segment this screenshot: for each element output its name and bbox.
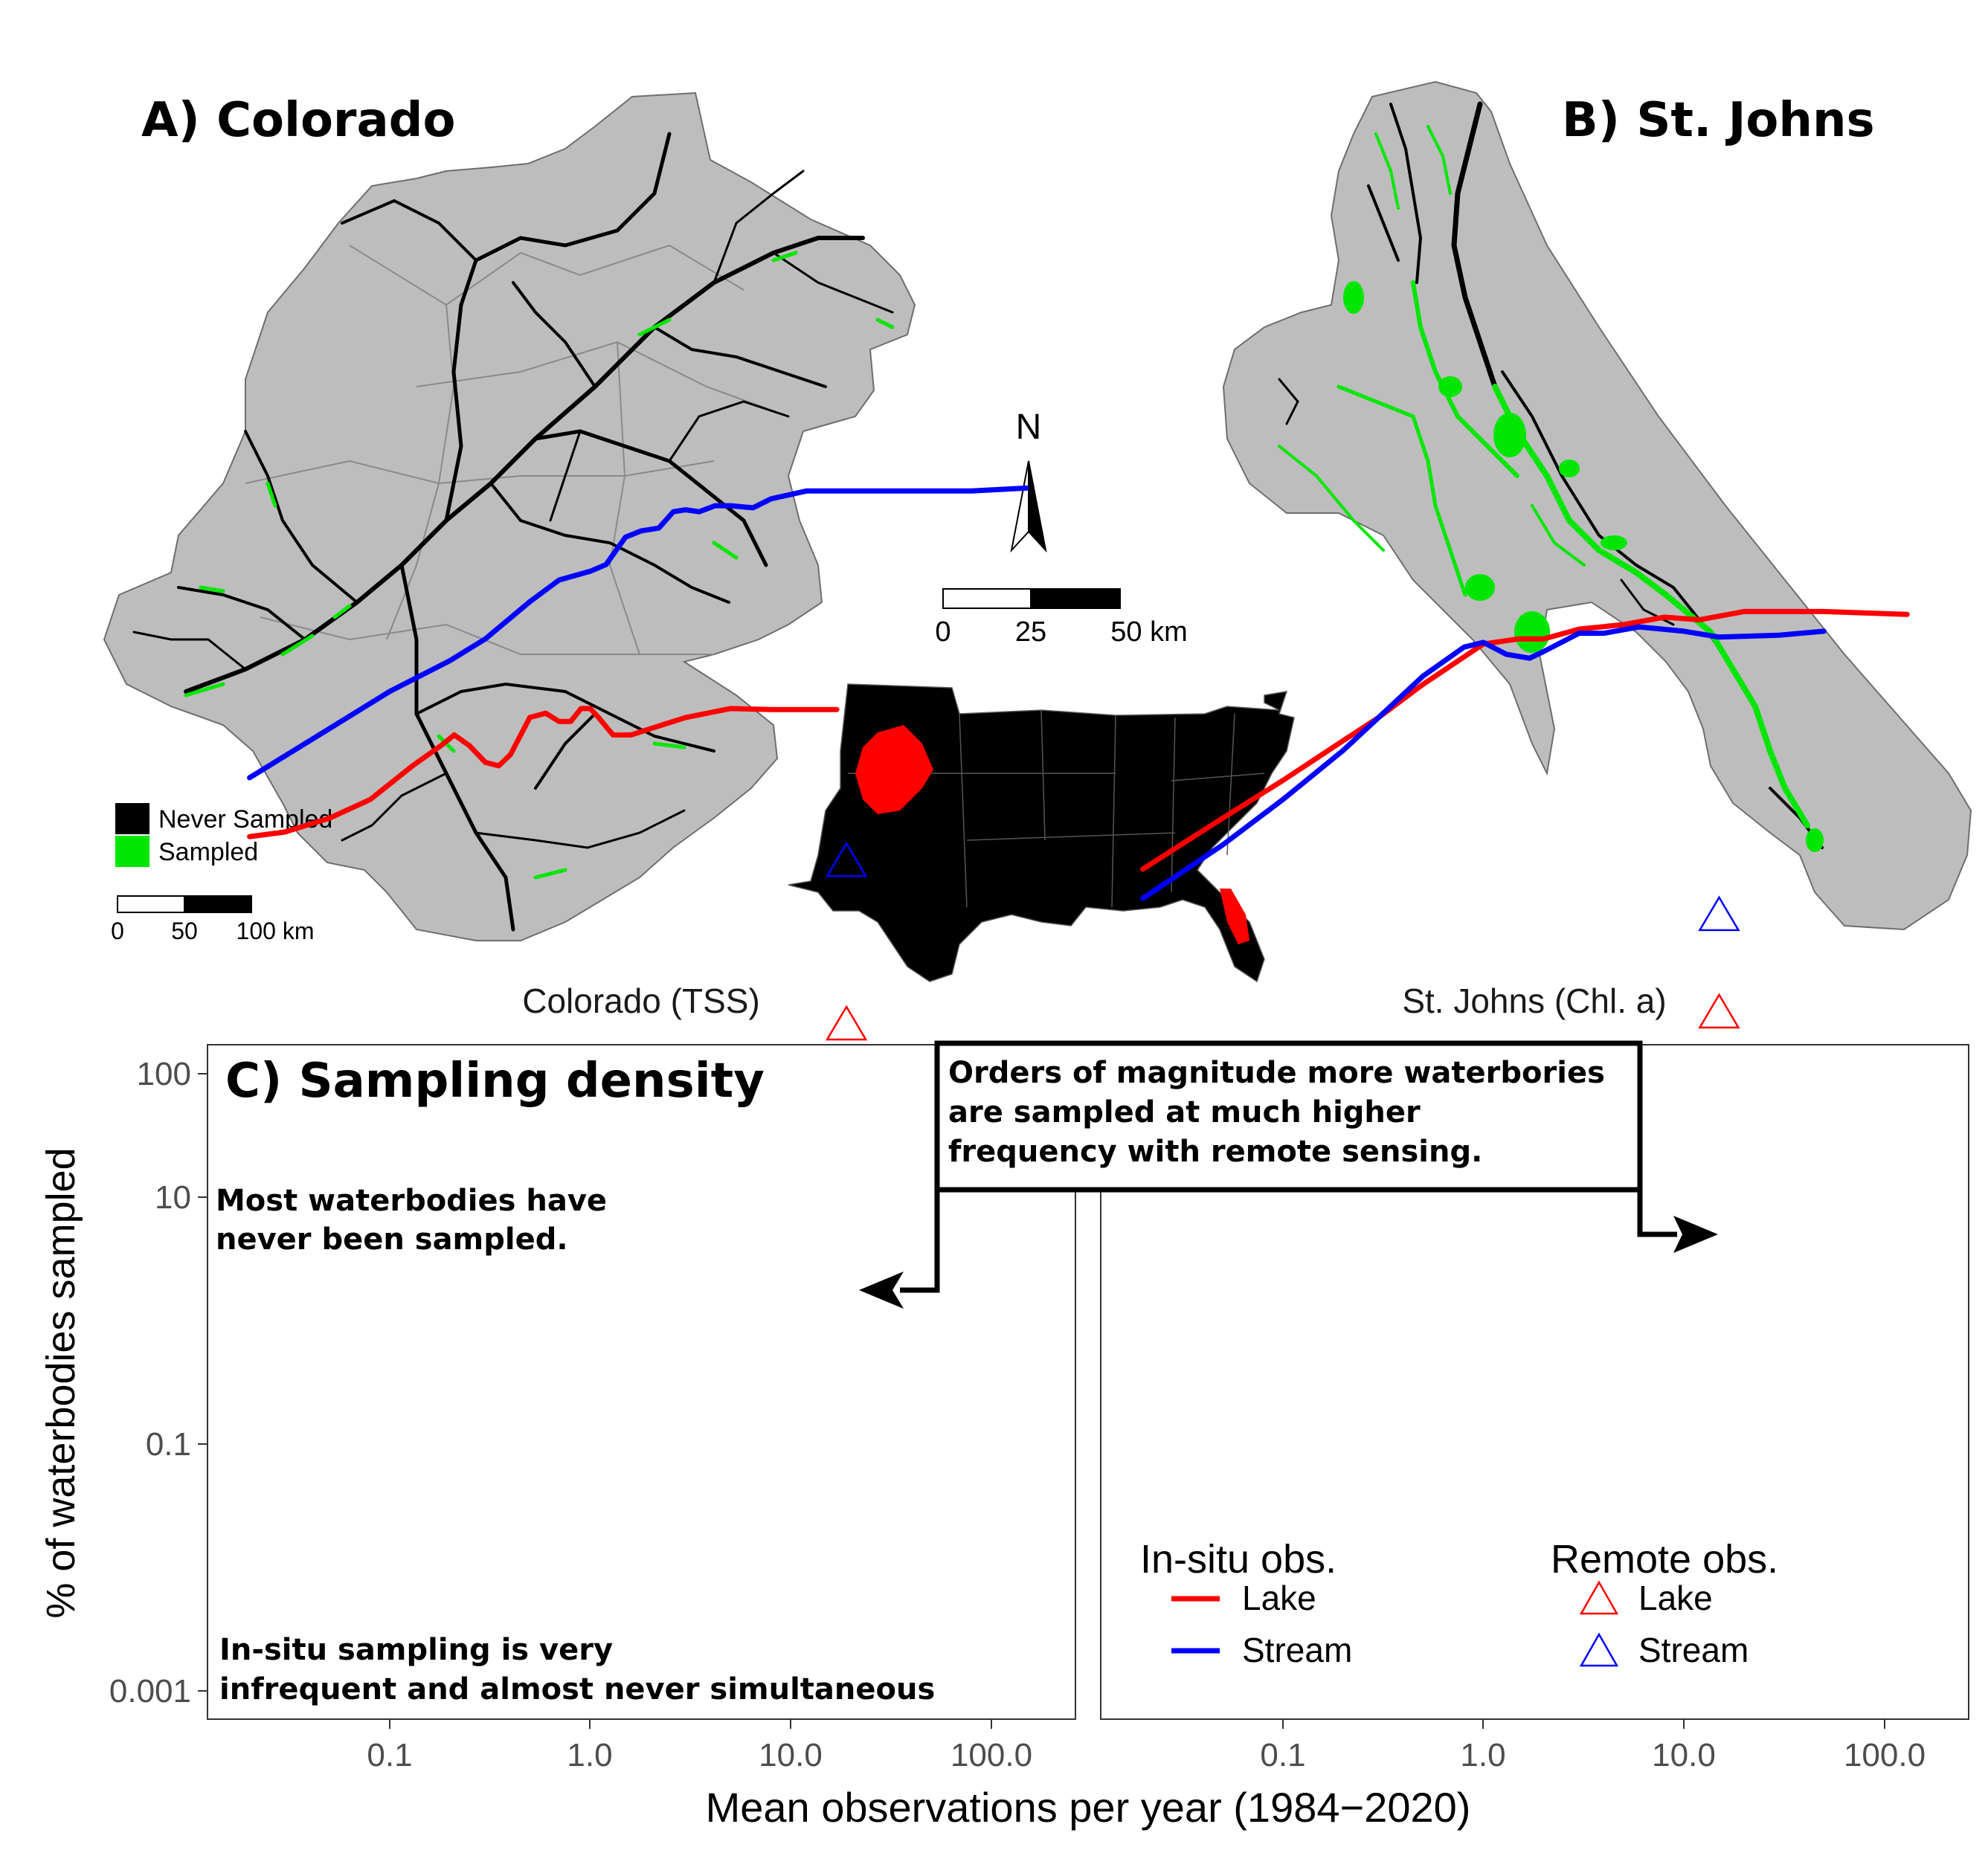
us-locator-map	[788, 683, 1295, 983]
legend-remote-title: Remote obs.	[1551, 1537, 1778, 1582]
y-tick-label-0.1: 0.1	[146, 1426, 191, 1463]
chart-legend: In-situ obs. Lake Stream Remote obs. Lak…	[1140, 1537, 1778, 1669]
facet-st-johns-marks	[1140, 608, 1910, 1029]
facet-label-st-johns: St. Johns (Chl. a)	[1402, 982, 1666, 1020]
center-scale-label-0: 0	[935, 616, 950, 648]
north-arrow: N	[1010, 407, 1047, 553]
colorado-never-sampled-network	[132, 132, 894, 932]
st-johns-stream-remote-triangle	[1698, 895, 1740, 932]
legend-insitu-lake-label: Lake	[1242, 1579, 1316, 1617]
callout-line-2: are sampled at much higher	[948, 1095, 1421, 1129]
colorado-legend: Never Sampled Sampled	[115, 803, 332, 867]
legend-insitu-title: In-situ obs.	[1140, 1537, 1336, 1582]
callout-arrow-right	[1637, 1190, 1677, 1237]
note-insitu-line-1: In-situ sampling is very	[219, 1633, 613, 1667]
legend-remote-lake-label: Lake	[1638, 1579, 1713, 1617]
callout-arrowhead-left	[859, 1272, 904, 1309]
note-insitu-line-2: infrequent and almost never simultaneous	[219, 1672, 935, 1707]
callout-line-1: Orders of magnitude more waterbories	[948, 1056, 1605, 1090]
x-tick-label-right-1.0: 1.0	[1460, 1737, 1505, 1773]
panel-c-title: C) Sampling density	[225, 1054, 765, 1109]
x-tick-label-left-100.0: 100.0	[950, 1737, 1032, 1773]
facet-colorado-marks	[247, 485, 1029, 1041]
legend-insitu-stream-label: Stream	[1242, 1631, 1352, 1669]
colorado-scale-label-2: 100 km	[237, 918, 315, 944]
x-tick-label-right-0.1: 0.1	[1260, 1737, 1305, 1773]
st-johns-stream-insitu-line	[1140, 624, 1827, 901]
x-tick-label-right-100.0: 100.0	[1844, 1737, 1926, 1773]
legend-label-never-sampled: Never Sampled	[158, 805, 332, 834]
legend-label-sampled: Sampled	[158, 838, 258, 866]
north-label: N	[1016, 407, 1042, 447]
legend-remote-stream-label: Stream	[1638, 1631, 1749, 1669]
colorado-map: A) Colorado Never Sampled Sampled 0 50 1…	[103, 91, 916, 944]
colorado-scale-label-1: 50	[171, 918, 198, 944]
facet-colorado-frame	[207, 1044, 1076, 1720]
x-tick-label-right-10.0: 10.0	[1652, 1737, 1716, 1773]
y-axis: 100 10 0.1 0.001 % of waterbodies sample…	[39, 1056, 208, 1709]
facet-colorado: Colorado (TSS)	[207, 982, 1076, 1720]
colorado-lake-remote-triangle	[825, 1005, 868, 1041]
y-tick-label-100: 100	[137, 1056, 191, 1092]
callout-arrowhead-right	[1673, 1216, 1718, 1253]
st-johns-lake-remote-triangle	[1698, 993, 1740, 1029]
colorado-basin-locator	[855, 725, 933, 814]
legend-swatch-never-sampled	[115, 803, 149, 834]
callout-line-3: frequency with remote sensing.	[948, 1135, 1482, 1169]
x-axis: 0.1 1.0 10.0 100.0 0.1 1.0 10.0 100.0 Me…	[367, 1719, 1926, 1831]
note-most-line-1: Most waterbodies have	[216, 1184, 607, 1218]
colorado-scale-bar: 0 50 100 km	[111, 895, 315, 944]
callout-frame	[934, 1040, 1643, 1193]
st-johns-basin-locator	[1220, 889, 1249, 944]
colorado-sampled-segments	[184, 251, 895, 880]
st-johns-lake-insitu-line	[1140, 608, 1910, 872]
colorado-stream-remote-triangle	[825, 841, 868, 877]
colorado-scale-label-0: 0	[111, 918, 124, 944]
legend-swatch-sampled	[115, 836, 149, 867]
x-axis-title: Mean observations per year (1984−2020)	[706, 1784, 1471, 1831]
legend-remote-lake-triangle	[1579, 1580, 1619, 1615]
note-most-line-2: never been sampled.	[216, 1222, 568, 1257]
x-tick-label-left-0.1: 0.1	[367, 1737, 412, 1773]
colorado-lake-insitu-line	[247, 706, 840, 840]
colorado-title: A) Colorado	[141, 93, 455, 148]
callout-box: Orders of magnitude more waterbories are…	[859, 1040, 1718, 1309]
y-tick-label-10: 10	[155, 1179, 191, 1216]
y-tick-label-0.001: 0.001	[109, 1673, 191, 1709]
st-johns-map: B) St. Johns	[1222, 80, 1972, 931]
center-scale-label-2: 50 km	[1110, 616, 1187, 648]
legend-remote-stream-triangle	[1579, 1632, 1619, 1667]
st-johns-sampled-lakes	[1343, 281, 1824, 852]
y-axis-title: % of waterbodies sampled	[39, 1147, 83, 1618]
st-johns-title: B) St. Johns	[1562, 93, 1875, 148]
st-johns-basin-shape	[1222, 80, 1972, 931]
facet-label-colorado: Colorado (TSS)	[522, 982, 760, 1020]
panel-c: Colorado (TSS) St. Johns (Chl. a) 100 10…	[39, 485, 1969, 1831]
center-scale-bar: 0 25 50 km	[935, 588, 1188, 648]
x-tick-label-left-10.0: 10.0	[759, 1737, 823, 1773]
callout-arrow-left	[900, 1190, 940, 1293]
colorado-basin-shape	[103, 91, 916, 941]
center-scale-label-1: 25	[1015, 616, 1046, 648]
colorado-stream-insitu-line	[247, 485, 1029, 781]
x-tick-label-left-1.0: 1.0	[567, 1737, 612, 1773]
